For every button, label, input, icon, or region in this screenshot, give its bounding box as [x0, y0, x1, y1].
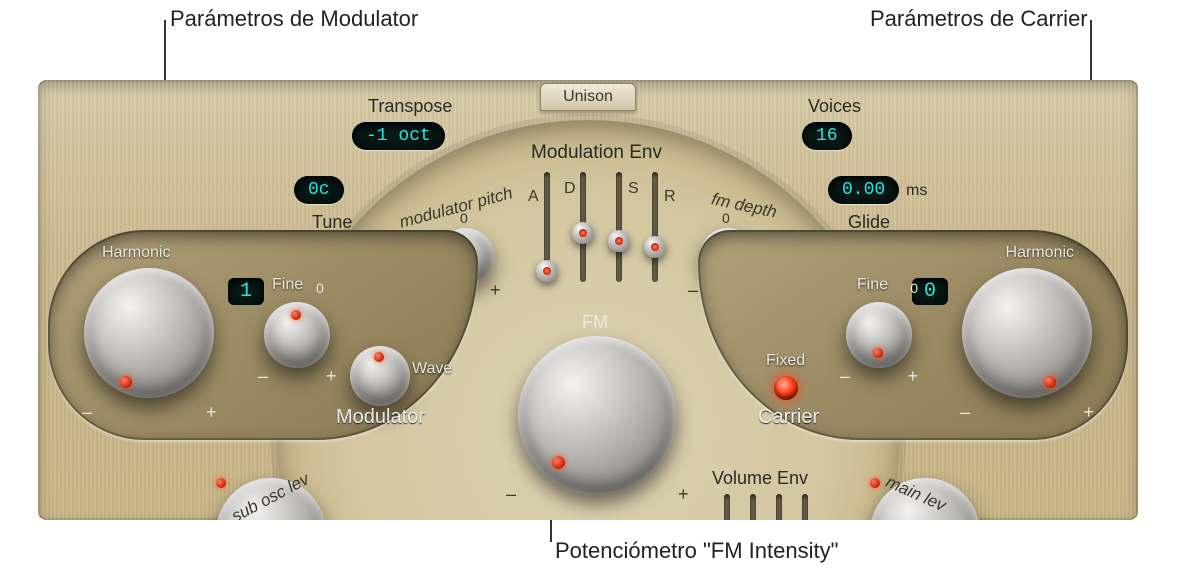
carrier-harmonic-label: Harmonic: [1006, 244, 1074, 262]
volenv-slider-2[interactable]: [750, 494, 756, 520]
glide-unit: ms: [906, 182, 927, 200]
volenv-slider-3[interactable]: [776, 494, 782, 520]
voices-display[interactable]: 16: [802, 122, 852, 150]
synth-panel: Unison Transpose -1 oct 0c Tune Voices 1…: [38, 80, 1138, 520]
mod-wave-label: Wave: [412, 360, 452, 378]
modulator-title: Modulator: [336, 406, 425, 429]
tune-display[interactable]: 0c: [294, 176, 344, 204]
transpose-display[interactable]: -1 oct: [352, 122, 445, 150]
fm-label: FM: [582, 312, 608, 333]
modenv-title: Modulation Env: [531, 142, 662, 164]
slider-d[interactable]: [580, 172, 586, 282]
voices-label: Voices: [808, 96, 861, 117]
slider-r[interactable]: [652, 172, 658, 282]
glide-display[interactable]: 0.00: [828, 176, 899, 204]
volenv-slider-4[interactable]: [802, 494, 808, 520]
adsr-s: S: [628, 180, 639, 198]
unison-button[interactable]: Unison: [540, 83, 636, 111]
volume-env-label: Volume Env: [712, 468, 808, 489]
callout-modulator: Parámetros de Modulator: [170, 6, 418, 32]
mod-fine-knob[interactable]: [264, 302, 330, 368]
mod-harmonic-knob[interactable]: [84, 268, 214, 398]
carrier-fixed-label: Fixed: [766, 352, 805, 370]
mod-harmonic-value[interactable]: 1: [228, 278, 264, 305]
fm-knob[interactable]: [518, 336, 676, 494]
modulator-pod: Harmonic .knob[data-name="mod-harmonic-k…: [48, 230, 478, 440]
carrier-fine-label: Fine: [857, 276, 888, 294]
mod-fine-label: Fine: [272, 276, 303, 294]
transpose-label: Transpose: [368, 96, 452, 117]
callout-carrier: Parámetros de Carrier: [870, 6, 1088, 32]
adsr-r: R: [664, 188, 676, 206]
adsr-d: D: [564, 180, 576, 198]
carrier-fixed-led[interactable]: [774, 376, 798, 400]
carrier-title: Carrier: [758, 406, 819, 429]
slider-s[interactable]: [616, 172, 622, 282]
mod-wave-knob[interactable]: [350, 346, 410, 406]
carrier-harmonic-knob[interactable]: [962, 268, 1092, 398]
mod-harmonic-label: Harmonic: [102, 244, 170, 262]
volenv-slider-1[interactable]: [724, 494, 730, 520]
adsr-a: A: [528, 188, 539, 206]
carrier-fine-knob[interactable]: [846, 302, 912, 368]
carrier-pod: Harmonic .knob[data-name="carrier-harmon…: [698, 230, 1128, 440]
callout-fm: Potenciómetro "FM Intensity": [555, 538, 838, 564]
slider-a[interactable]: [544, 172, 550, 282]
